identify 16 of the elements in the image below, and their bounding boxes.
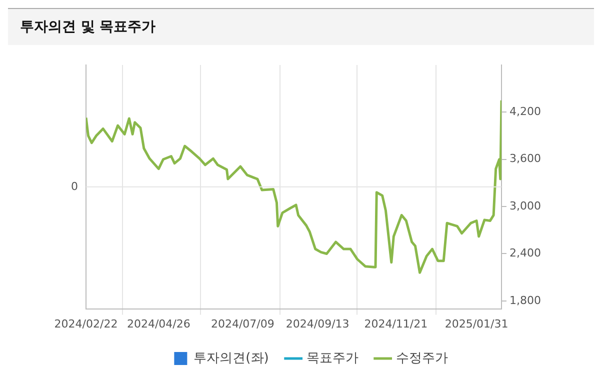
- chart-title: 투자의견 및 목표주가: [8, 8, 594, 45]
- y2-tick-label: 3,000: [510, 199, 542, 212]
- x-tick-label: 2024/02/22: [54, 317, 118, 330]
- x-tick-label: 2024/04/26: [126, 317, 190, 330]
- y2-tick-label: 1,800: [510, 294, 542, 307]
- legend-label: 목표주가: [306, 350, 358, 366]
- x-tick-label: 2024/07/09: [210, 317, 274, 330]
- x-tick-label: 2024/11/21: [364, 317, 428, 330]
- y2-tick-label: 2,400: [510, 246, 542, 260]
- legend-label: 투자의견(좌): [194, 350, 269, 366]
- y2-tick-label: 4,200: [510, 105, 542, 118]
- y2-tick-label: 3,600: [510, 152, 542, 166]
- legend-label: 수정주가: [396, 350, 448, 366]
- x-tick-label: 2025/01/31: [444, 317, 508, 330]
- text: 0: [71, 180, 78, 193]
- x-tick-label: 2024/09/13: [286, 317, 350, 330]
